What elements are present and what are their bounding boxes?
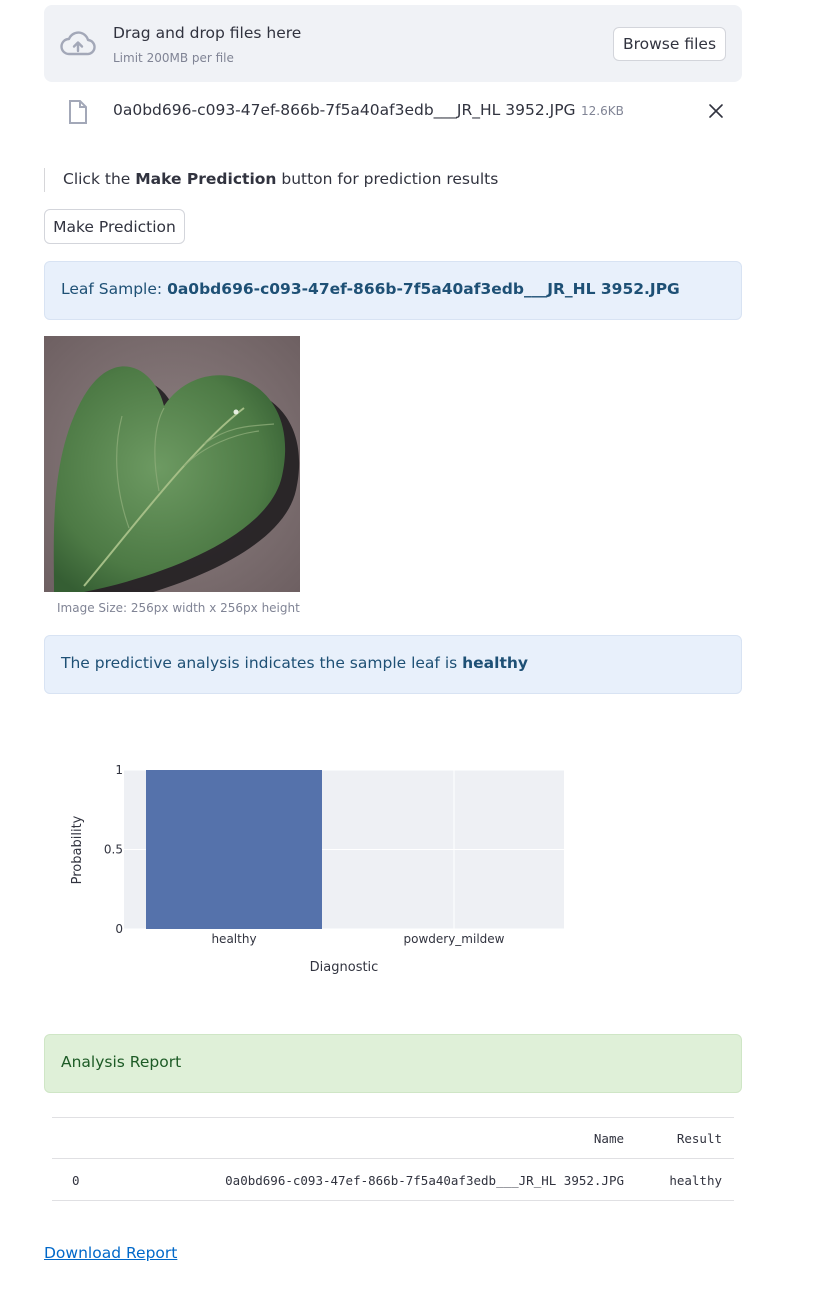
leaf-image xyxy=(44,336,300,592)
close-icon[interactable] xyxy=(706,101,726,121)
make-prediction-button[interactable]: Make Prediction xyxy=(44,209,185,244)
probability-bar-chart: 00.51 healthy powdery_mildew Diagnostic P… xyxy=(70,763,564,975)
prediction-text: The predictive analysis indicates the sa… xyxy=(61,654,528,672)
leaf-sample-name: 0a0bd696-c093-47ef-866b-7f5a40af3edb___J… xyxy=(167,280,680,298)
table-top-border xyxy=(52,1117,734,1118)
file-icon xyxy=(69,100,87,124)
y-tick-label: 0.5 xyxy=(104,843,123,857)
table-row-result: healthy xyxy=(669,1173,722,1188)
bar-healthy xyxy=(146,770,322,929)
x-tick-labels: healthy powdery_mildew xyxy=(211,932,504,946)
image-caption: Image Size: 256px width x 256px height xyxy=(57,601,300,615)
instruction-text: Click the Make Prediction button for pre… xyxy=(63,170,499,188)
dropzone-limit: Limit 200MB per file xyxy=(113,51,234,65)
analysis-report-box xyxy=(44,1034,742,1093)
instruction-bold: Make Prediction xyxy=(135,170,277,188)
leaf-sample-text: Leaf Sample: 0a0bd696-c093-47ef-866b-7f5… xyxy=(61,280,680,298)
cloud-upload-icon xyxy=(60,31,96,56)
instruction-divider xyxy=(44,168,45,192)
x-tick-label: healthy xyxy=(211,932,256,946)
table-row-name: 0a0bd696-c093-47ef-866b-7f5a40af3edb___J… xyxy=(225,1173,624,1188)
analysis-report-title: Analysis Report xyxy=(61,1053,182,1071)
leaf-sample-info-box xyxy=(44,261,742,320)
y-tick-labels: 00.51 xyxy=(104,763,123,936)
uploaded-file-size: 12.6KB xyxy=(581,104,624,118)
bars xyxy=(146,770,322,929)
table-bottom-border xyxy=(52,1200,734,1201)
browse-files-button[interactable]: Browse files xyxy=(613,27,726,61)
table-header-result: Result xyxy=(676,1131,722,1146)
y-tick-label: 0 xyxy=(115,922,123,936)
y-tick-label: 1 xyxy=(115,763,123,777)
x-axis-label: Diagnostic xyxy=(310,960,379,975)
prediction-result: healthy xyxy=(462,654,528,672)
table-row-index: 0 xyxy=(72,1173,80,1188)
table-header-name: Name xyxy=(593,1131,624,1146)
y-axis-label: Probability xyxy=(70,815,85,884)
table-header-border xyxy=(52,1158,734,1159)
uploaded-file-name: 0a0bd696-c093-47ef-866b-7f5a40af3edb___J… xyxy=(113,101,576,119)
download-report-link[interactable]: Download Report xyxy=(44,1244,178,1262)
dropzone-title: Drag and drop files here xyxy=(113,24,302,42)
x-tick-label: powdery_mildew xyxy=(404,932,505,946)
prediction-info-box xyxy=(44,635,742,694)
